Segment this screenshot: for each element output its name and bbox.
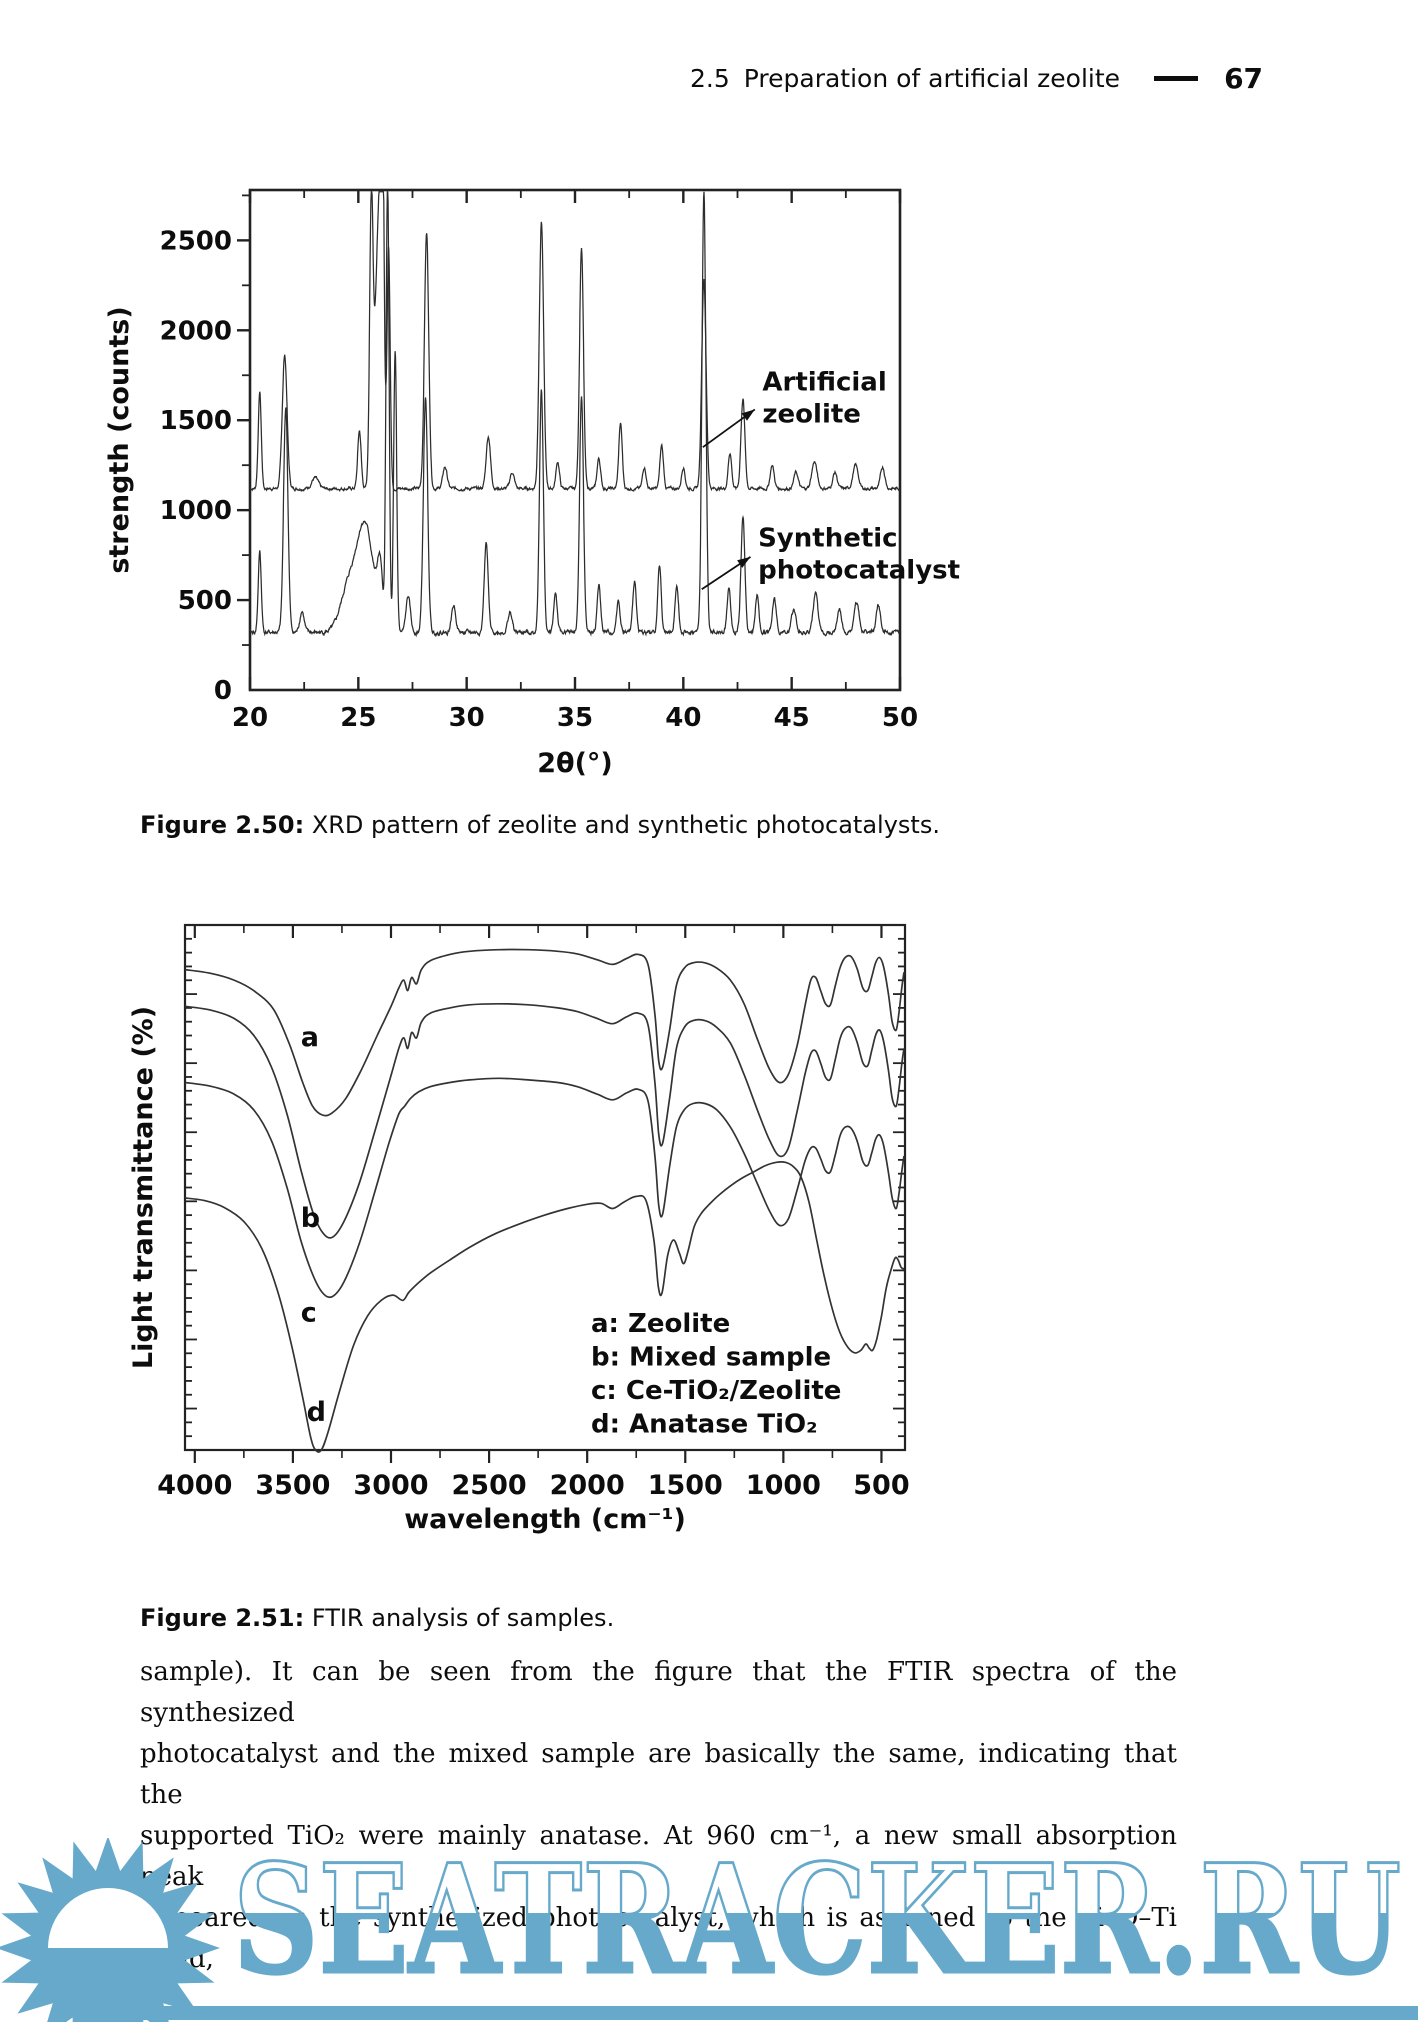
x-tick-label: 40 bbox=[665, 703, 701, 733]
caption-label: Figure 2.51: bbox=[140, 1604, 305, 1632]
x-tick-label: 2000 bbox=[550, 1470, 625, 1501]
curve-label-b: b bbox=[301, 1203, 320, 1234]
xrd-series-artificial-zeolite bbox=[249, 191, 901, 493]
section-title: Preparation of artificial zeolite bbox=[743, 64, 1121, 93]
page-number: 67 bbox=[1224, 62, 1264, 95]
x-tick-label: 35 bbox=[557, 703, 593, 733]
xrd-series-synthetic-photocatalyst bbox=[249, 191, 901, 638]
plot-frame bbox=[248, 188, 902, 692]
curve-label-c: c bbox=[301, 1297, 317, 1328]
legend-item: d: Anatase TiO₂ bbox=[591, 1410, 818, 1440]
caption-label: Figure 2.50: bbox=[140, 811, 305, 839]
x-tick-label: 1500 bbox=[648, 1470, 723, 1501]
x-tick-label: 20 bbox=[232, 703, 268, 733]
legend-item: a: Zeolite bbox=[591, 1309, 730, 1339]
x-tick-label: 3000 bbox=[353, 1470, 428, 1501]
annotation-label: zeolite bbox=[762, 399, 861, 429]
header-rule bbox=[1154, 76, 1199, 81]
xrd-chart: 0 500 1000 1500 2000 2500 20 25 30 35 40 45 50 2θ(°) s… bbox=[104, 188, 960, 779]
x-tick-label: 25 bbox=[340, 703, 376, 733]
caption-text: FTIR analysis of samples. bbox=[311, 1604, 615, 1632]
paragraph-line: sample). It can be seen from the figure … bbox=[140, 1657, 1177, 1728]
watermark-text: SEATRACKER.RU bbox=[233, 1838, 1401, 2008]
ftir-curve-c bbox=[184, 1077, 905, 1299]
y-tick-label: 2000 bbox=[160, 316, 232, 346]
y-axis-label: Light transmittance (%) bbox=[128, 1006, 159, 1369]
y-tick-label: 1000 bbox=[160, 496, 232, 526]
ftir-chart: 4000 3500 3000 2500 2000 1500 1000 500 wavelengt… bbox=[128, 923, 910, 1535]
watermark-bar bbox=[133, 2006, 1418, 2020]
legend-item: c: Ce-TiO₂/Zeolite bbox=[591, 1376, 841, 1406]
body-paragraph: sample). It can be seen from the figure … bbox=[140, 1652, 1177, 1980]
legend-item: b: Mixed sample bbox=[591, 1343, 831, 1373]
ftir-curve-b bbox=[184, 1002, 905, 1239]
annotation-arrowhead bbox=[737, 556, 751, 568]
y-axis-label: strength (counts) bbox=[104, 306, 135, 573]
curve-label-a: a bbox=[301, 1022, 319, 1053]
sun-dome bbox=[48, 1888, 168, 1948]
x-tick-label: 30 bbox=[449, 703, 485, 733]
ftir-curve-a bbox=[184, 948, 905, 1117]
annotation-arrowhead bbox=[741, 409, 755, 421]
x-tick-label: 1000 bbox=[746, 1470, 821, 1501]
x-axis-label: 2θ(°) bbox=[537, 748, 613, 779]
x-tick-label: 4000 bbox=[157, 1470, 232, 1501]
x-tick-label: 2500 bbox=[452, 1470, 527, 1501]
x-tick-label: 50 bbox=[882, 703, 918, 733]
y-tick-label: 2500 bbox=[160, 226, 232, 256]
y-tick-label: 500 bbox=[178, 586, 232, 616]
figure-2-51-caption: Figure 2.51: FTIR analysis of samples. bbox=[140, 1604, 614, 1632]
watermark: SEATRACKER.RU bbox=[0, 1838, 1403, 2022]
paragraph-line: photocatalyst and the mixed sample are b… bbox=[140, 1739, 1177, 1810]
x-tick-label: 45 bbox=[774, 703, 810, 733]
x-tick-label: 500 bbox=[853, 1470, 909, 1501]
x-axis-label: wavelength (cm⁻¹) bbox=[404, 1504, 686, 1535]
y-tick-label: 1500 bbox=[160, 406, 232, 436]
curve-label-d: d bbox=[307, 1397, 326, 1428]
y-tick-label: 0 bbox=[214, 676, 232, 706]
sun-logo bbox=[0, 1838, 220, 2022]
section-number: 2.5 bbox=[690, 64, 730, 93]
ftir-curve-d bbox=[184, 1161, 905, 1453]
annotation-label: Synthetic bbox=[758, 524, 898, 554]
figure-2-50-caption: Figure 2.50: XRD pattern of zeolite and … bbox=[140, 811, 940, 839]
annotation-label: Artificial bbox=[762, 367, 886, 397]
x-tick-label: 3500 bbox=[255, 1470, 330, 1501]
annotation-label: photocatalyst bbox=[758, 556, 960, 586]
caption-text: XRD pattern of zeolite and synthetic pho… bbox=[311, 811, 940, 839]
page-header: 2.5 Preparation of artificial zeolite 67 bbox=[690, 62, 1263, 95]
